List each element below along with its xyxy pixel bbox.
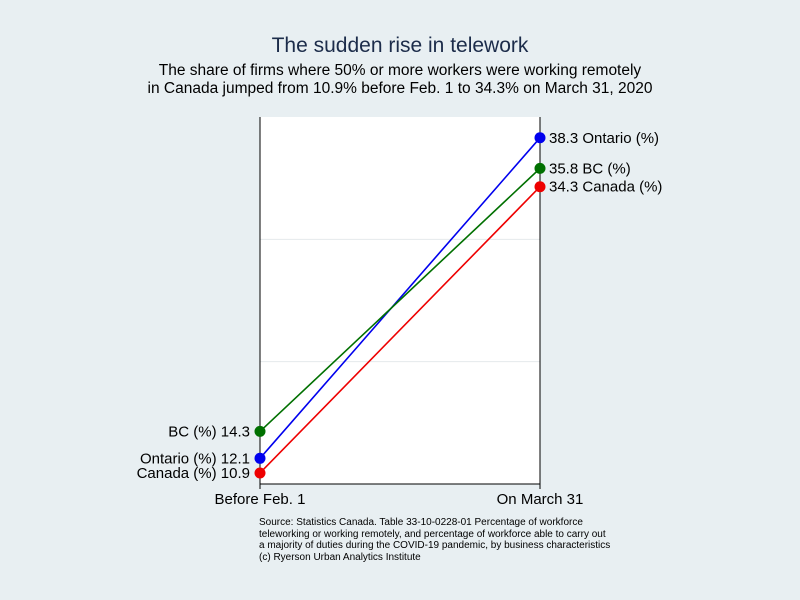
series-line-1 (259, 167, 541, 432)
subtitle-line-2: in Canada jumped from 10.9% before Feb. … (147, 80, 653, 97)
data-point (534, 162, 546, 174)
data-label-right: 34.3 Canada (%) (549, 179, 662, 196)
data-label-left: Canada (%) 10.9 (137, 465, 250, 482)
data-label-left: BC (%) 14.3 (168, 423, 250, 440)
series-line-0 (259, 137, 541, 459)
x-tick-label: On March 31 (497, 491, 584, 508)
source-note-line-2: teleworking or working remotely, and per… (259, 528, 606, 540)
x-tick-label: Before Feb. 1 (215, 491, 306, 508)
source-note-line-1: Source: Statistics Canada. Table 33-10-0… (259, 517, 583, 528)
source-note: Source: Statistics Canada. Table 33-10-0… (259, 517, 709, 563)
series-line-2 (259, 186, 541, 474)
chart-title: The sudden rise in telework (271, 34, 529, 57)
data-point (534, 132, 546, 144)
data-label-right: 38.3 Ontario (%) (549, 130, 659, 147)
subtitle-line-1: The share of firms where 50% or more wor… (158, 62, 642, 79)
data-label-left: Ontario (%) 12.1 (140, 450, 250, 467)
source-note-line-4: (c) Ryerson Urban Analytics Institute (259, 551, 421, 563)
data-label-right: 35.8 BC (%) (549, 160, 631, 177)
chart-subtitle: The share of firms where 50% or more wor… (0, 62, 800, 98)
source-note-line-3: a majority of duties during the COVID-19… (259, 540, 611, 551)
data-point (254, 452, 266, 464)
data-point (254, 425, 266, 437)
data-point (534, 181, 546, 193)
data-point (254, 467, 266, 479)
